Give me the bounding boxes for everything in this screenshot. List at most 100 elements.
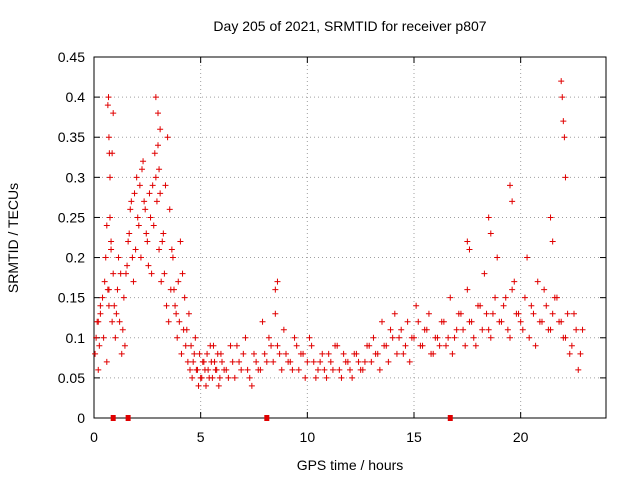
data-point (124, 262, 131, 269)
y-tick-label: 0.1 (66, 330, 86, 346)
data-point (111, 302, 118, 309)
data-point (144, 238, 151, 245)
zero-marker (125, 415, 131, 421)
data-point (500, 302, 507, 309)
data-point (97, 310, 104, 317)
data-point (236, 358, 243, 365)
data-point (536, 318, 543, 325)
data-point (107, 174, 113, 181)
y-tick-label: 0.45 (58, 49, 85, 65)
data-point (162, 182, 169, 189)
data-point (205, 366, 212, 373)
data-point (415, 318, 422, 325)
data-point (155, 142, 161, 149)
data-point (455, 310, 462, 317)
data-point (391, 310, 398, 317)
data-point (321, 366, 328, 373)
y-tick-label: 0.3 (66, 169, 86, 185)
data-point (329, 366, 336, 373)
data-point (561, 134, 568, 141)
y-tick-label: 0.4 (66, 89, 86, 105)
data-point (549, 238, 556, 245)
data-point (327, 358, 334, 365)
data-point (443, 342, 449, 349)
data-point (152, 94, 159, 101)
data-point (387, 326, 394, 333)
data-point (176, 318, 183, 325)
data-point (421, 326, 428, 333)
data-point (244, 366, 251, 373)
data-point (485, 326, 492, 333)
data-point (449, 350, 456, 357)
data-point (169, 254, 176, 261)
data-point (353, 350, 360, 357)
data-point (511, 278, 518, 285)
data-point (172, 302, 179, 309)
data-point (571, 310, 577, 317)
data-point (451, 334, 458, 341)
data-point (182, 342, 189, 349)
data-point (204, 350, 211, 357)
data-point (119, 326, 126, 333)
data-point (126, 230, 133, 237)
data-point (110, 270, 117, 277)
data-point (120, 294, 127, 301)
data-point (207, 342, 214, 349)
data-point (127, 206, 134, 213)
data-point (246, 374, 253, 381)
data-point (211, 358, 218, 365)
data-point (545, 326, 552, 333)
data-point (477, 302, 484, 309)
data-point (425, 310, 432, 317)
data-point (196, 350, 203, 357)
data-point (509, 198, 516, 205)
data-point (255, 366, 262, 373)
data-point (526, 334, 533, 341)
data-point (562, 334, 569, 341)
data-point (103, 222, 110, 229)
data-point (187, 366, 193, 373)
data-point (165, 318, 172, 325)
data-point (100, 334, 107, 341)
data-point (460, 326, 467, 333)
data-point (481, 270, 488, 277)
x-tick-label: 10 (300, 429, 316, 445)
data-point (150, 222, 157, 229)
data-point (379, 318, 385, 325)
grid (94, 57, 606, 418)
data-point (464, 238, 471, 245)
data-point (99, 294, 106, 301)
data-point (157, 190, 164, 197)
data-point (128, 198, 135, 205)
data-point (157, 126, 164, 133)
data-point (357, 366, 364, 373)
data-point (553, 294, 560, 301)
x-tick-label: 20 (513, 429, 529, 445)
data-point (280, 326, 287, 333)
data-point (376, 366, 383, 373)
data-point (189, 374, 196, 381)
data-point (304, 358, 311, 365)
data-point (194, 366, 201, 373)
data-point (105, 94, 112, 101)
data-point (173, 310, 180, 317)
data-point (116, 318, 123, 325)
data-point (261, 350, 268, 357)
data-point (242, 334, 249, 341)
data-point (276, 350, 283, 357)
data-point (139, 166, 145, 173)
data-point (404, 318, 411, 325)
data-point (310, 358, 317, 365)
data-point (248, 382, 255, 389)
data-point (163, 302, 170, 309)
data-point (470, 334, 477, 341)
data-point (155, 110, 161, 117)
data-point (177, 238, 184, 245)
data-point (142, 206, 149, 213)
data-point (534, 278, 541, 285)
data-point (114, 286, 121, 293)
data-point (198, 374, 205, 381)
data-point (192, 334, 199, 341)
data-point (317, 358, 324, 365)
